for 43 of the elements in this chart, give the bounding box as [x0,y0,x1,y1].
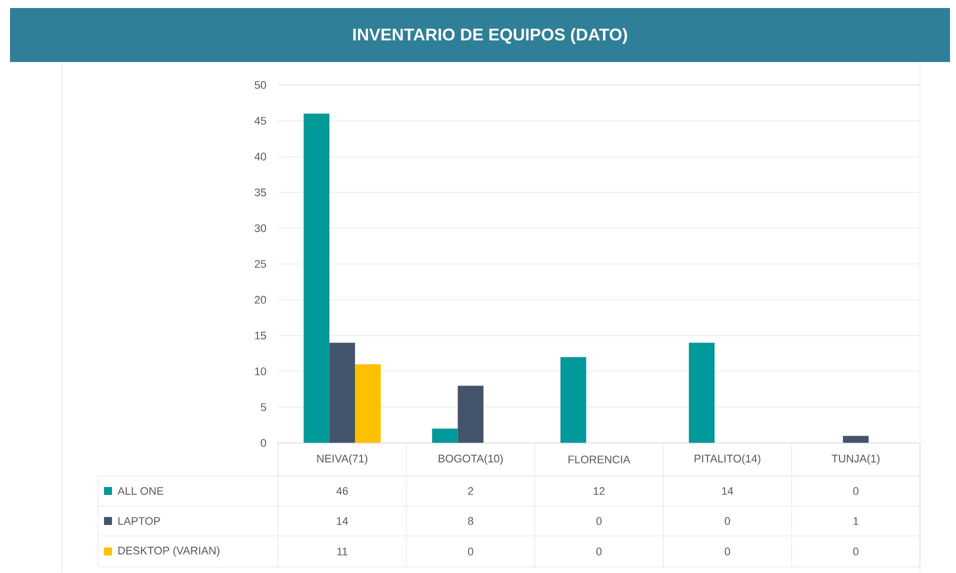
y-tick-label: 5 [260,403,266,412]
data-label: 11 [337,548,348,556]
x-tick-label: FLORENCIA [568,456,630,464]
bar [458,386,484,443]
y-tick-label: 30 [254,224,266,232]
y-tick-label: 10 [255,368,266,376]
x-tick-label: PITALITO(14) [694,454,760,465]
legend-label: ALL ONE [118,487,164,495]
data-label: 0 [724,517,730,525]
data-label: 0 [468,548,474,556]
data-label: 0 [596,548,602,556]
bar [329,342,356,443]
bar [304,114,330,443]
y-tick-label: 40 [254,152,266,160]
data-label: 0 [853,487,858,495]
bar [355,364,381,443]
data-label: 0 [596,517,602,525]
x-tick-label: BOGOTA(10) [438,454,503,465]
y-tick-label: 50 [254,81,266,89]
bar [432,428,458,443]
data-label: 46 [336,487,348,495]
data-label: 12 [594,487,605,495]
x-tick-label: NEIVA(71) [317,454,368,465]
y-tick-label: 20 [254,296,266,304]
data-label: 14 [336,517,348,525]
chart-title: INVENTARIO DE EQUIPOS (DATO) [353,28,628,44]
data-label: 2 [468,487,474,495]
bar [842,436,869,443]
data-label: 14 [722,487,734,495]
y-tick-label: 0 [260,439,266,447]
data-label: 0 [724,548,730,556]
y-tick-label: 45 [254,116,266,125]
y-tick-label: 25 [254,260,266,268]
y-tick-label: 15 [255,332,266,340]
legend-label: LAPTOP [118,517,160,525]
bar [560,357,586,443]
data-label: 1 [854,517,858,525]
legend-label: DESKTOP (VARIAN) [118,546,220,557]
bar [688,342,715,443]
x-tick-label: TUNJA(1) [832,454,880,465]
y-tick-label: 35 [254,188,266,196]
data-label: 8 [468,517,474,525]
data-label: 0 [853,548,858,556]
